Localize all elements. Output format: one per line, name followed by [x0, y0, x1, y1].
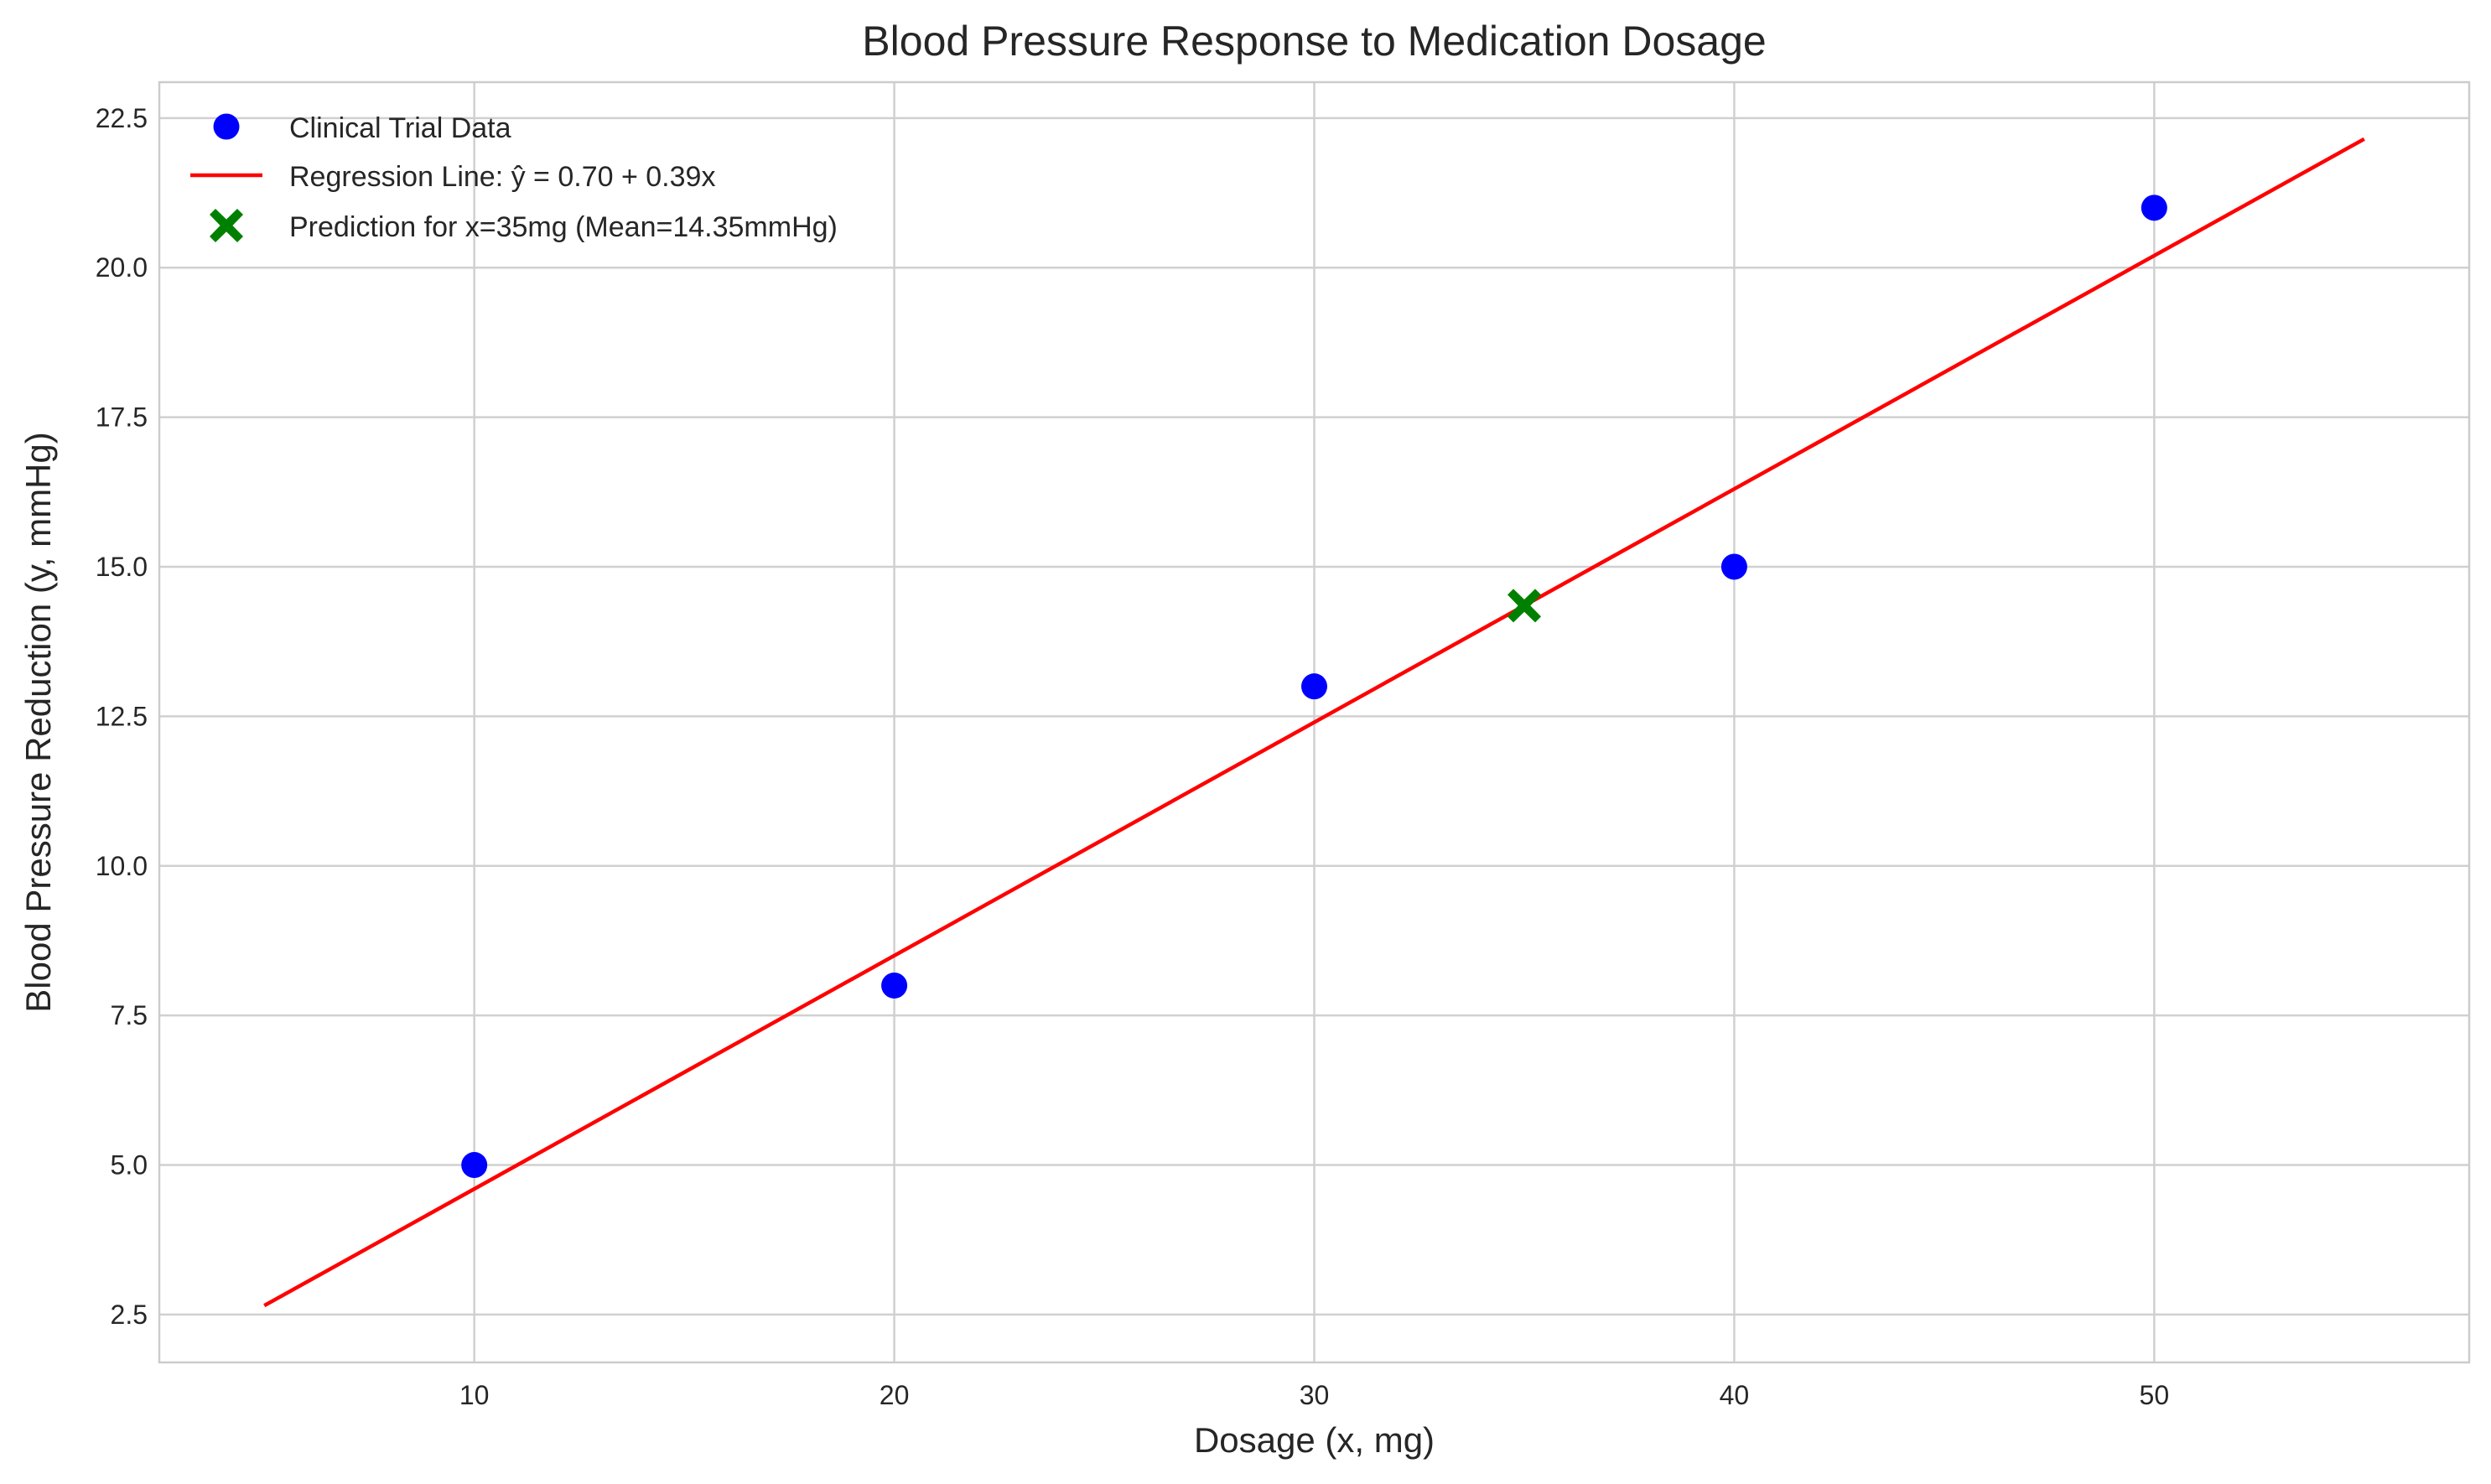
tick-labels: 10 20 30 40 50 2.5 5.0 7.5 10.0 12.5 15.0 17.5 20.0 2… [96, 103, 2169, 1410]
legend-marker-x [210, 209, 243, 242]
y-tick-label: 15.0 [96, 552, 148, 582]
legend-label: Regression Line: ŷ = 0.70 + 0.39x [289, 161, 715, 193]
prediction-point [1508, 589, 1541, 623]
data-point [1720, 553, 1747, 580]
y-tick-label: 12.5 [96, 701, 148, 731]
y-tick-label: 17.5 [96, 402, 148, 433]
data-point [881, 972, 908, 999]
chart-title: Blood Pressure Response to Medication Do… [862, 18, 1766, 65]
y-axis-title: Blood Pressure Reduction (y, mmHg) [18, 432, 58, 1012]
y-tick-label: 22.5 [96, 103, 148, 133]
legend-item-prediction: Prediction for x=35mg (Mean=14.35mmHg) [210, 209, 838, 243]
y-tick-label: 20.0 [96, 252, 148, 283]
legend-label: Clinical Trial Data [289, 112, 511, 144]
data-point [1301, 673, 1327, 700]
regression-line [263, 137, 2365, 1308]
legend-marker-circle [213, 113, 240, 140]
x-tick-label: 20 [880, 1380, 910, 1410]
y-tick-label: 10.0 [96, 851, 148, 881]
x-tick-label: 40 [1720, 1380, 1750, 1410]
y-tick-label: 2.5 [111, 1300, 148, 1330]
y-tick-label: 7.5 [111, 1000, 148, 1030]
legend-item-regression-line: Regression Line: ŷ = 0.70 + 0.39x [190, 161, 715, 193]
y-tick-label: 5.0 [111, 1150, 148, 1180]
legend-label: Prediction for x=35mg (Mean=14.35mmHg) [289, 211, 838, 243]
data-point [2141, 195, 2167, 221]
x-tick-label: 50 [2140, 1380, 2170, 1410]
series-layer [263, 137, 2365, 1308]
x-tick-label: 30 [1300, 1380, 1330, 1410]
legend-item-clinical-trial-data: Clinical Trial Data [213, 112, 511, 144]
x-tick-label: 10 [459, 1380, 490, 1410]
x-axis-title: Dosage (x, mg) [1194, 1420, 1435, 1460]
plot-area-frame [158, 80, 2471, 1364]
data-point [461, 1152, 488, 1179]
legend: Clinical Trial Data Regression Line: ŷ =… [190, 112, 838, 243]
